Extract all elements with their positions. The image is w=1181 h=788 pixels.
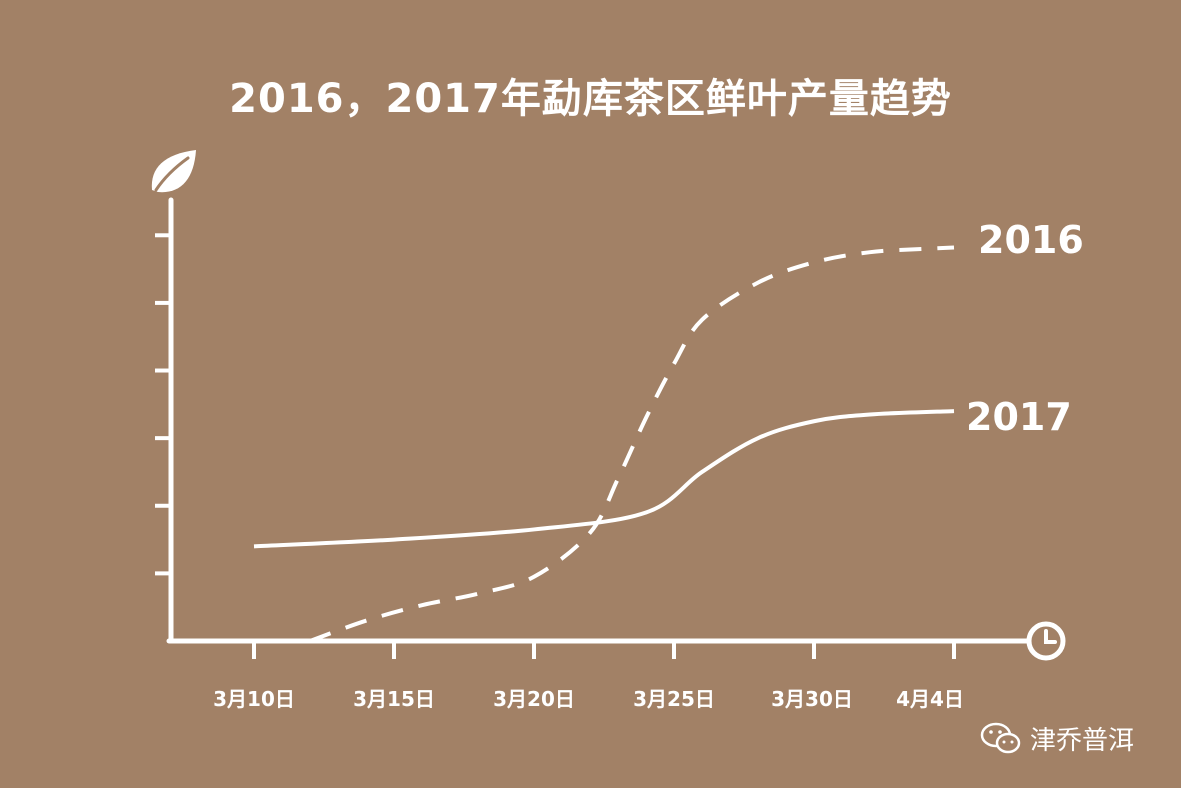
series-layer [253, 245, 955, 643]
watermark: 津乔普洱 [980, 720, 1134, 756]
x-tick-label: 3月20日 [493, 687, 575, 711]
series-label-2016: 2016 [978, 218, 1084, 262]
axes [155, 197, 1031, 659]
series-line-2017 [253, 409, 955, 549]
x-tick-label: 3月25日 [633, 687, 715, 711]
series-line-2016 [309, 245, 955, 643]
leaf-icon [151, 150, 196, 193]
series-label-2017: 2017 [966, 395, 1072, 439]
wechat-icon [980, 722, 1021, 754]
x-tick-label: 4月4日 [896, 687, 964, 711]
chart-title: 2016，2017年勐库茶区鲜叶产量趋势 [229, 76, 952, 122]
x-tick-label: 3月30日 [771, 687, 853, 711]
x-tick-label: 3月15日 [353, 687, 435, 711]
x-tick-label: 3月10日 [213, 687, 295, 711]
clock-icon [1026, 621, 1066, 661]
watermark-text: 津乔普洱 [1030, 725, 1135, 756]
